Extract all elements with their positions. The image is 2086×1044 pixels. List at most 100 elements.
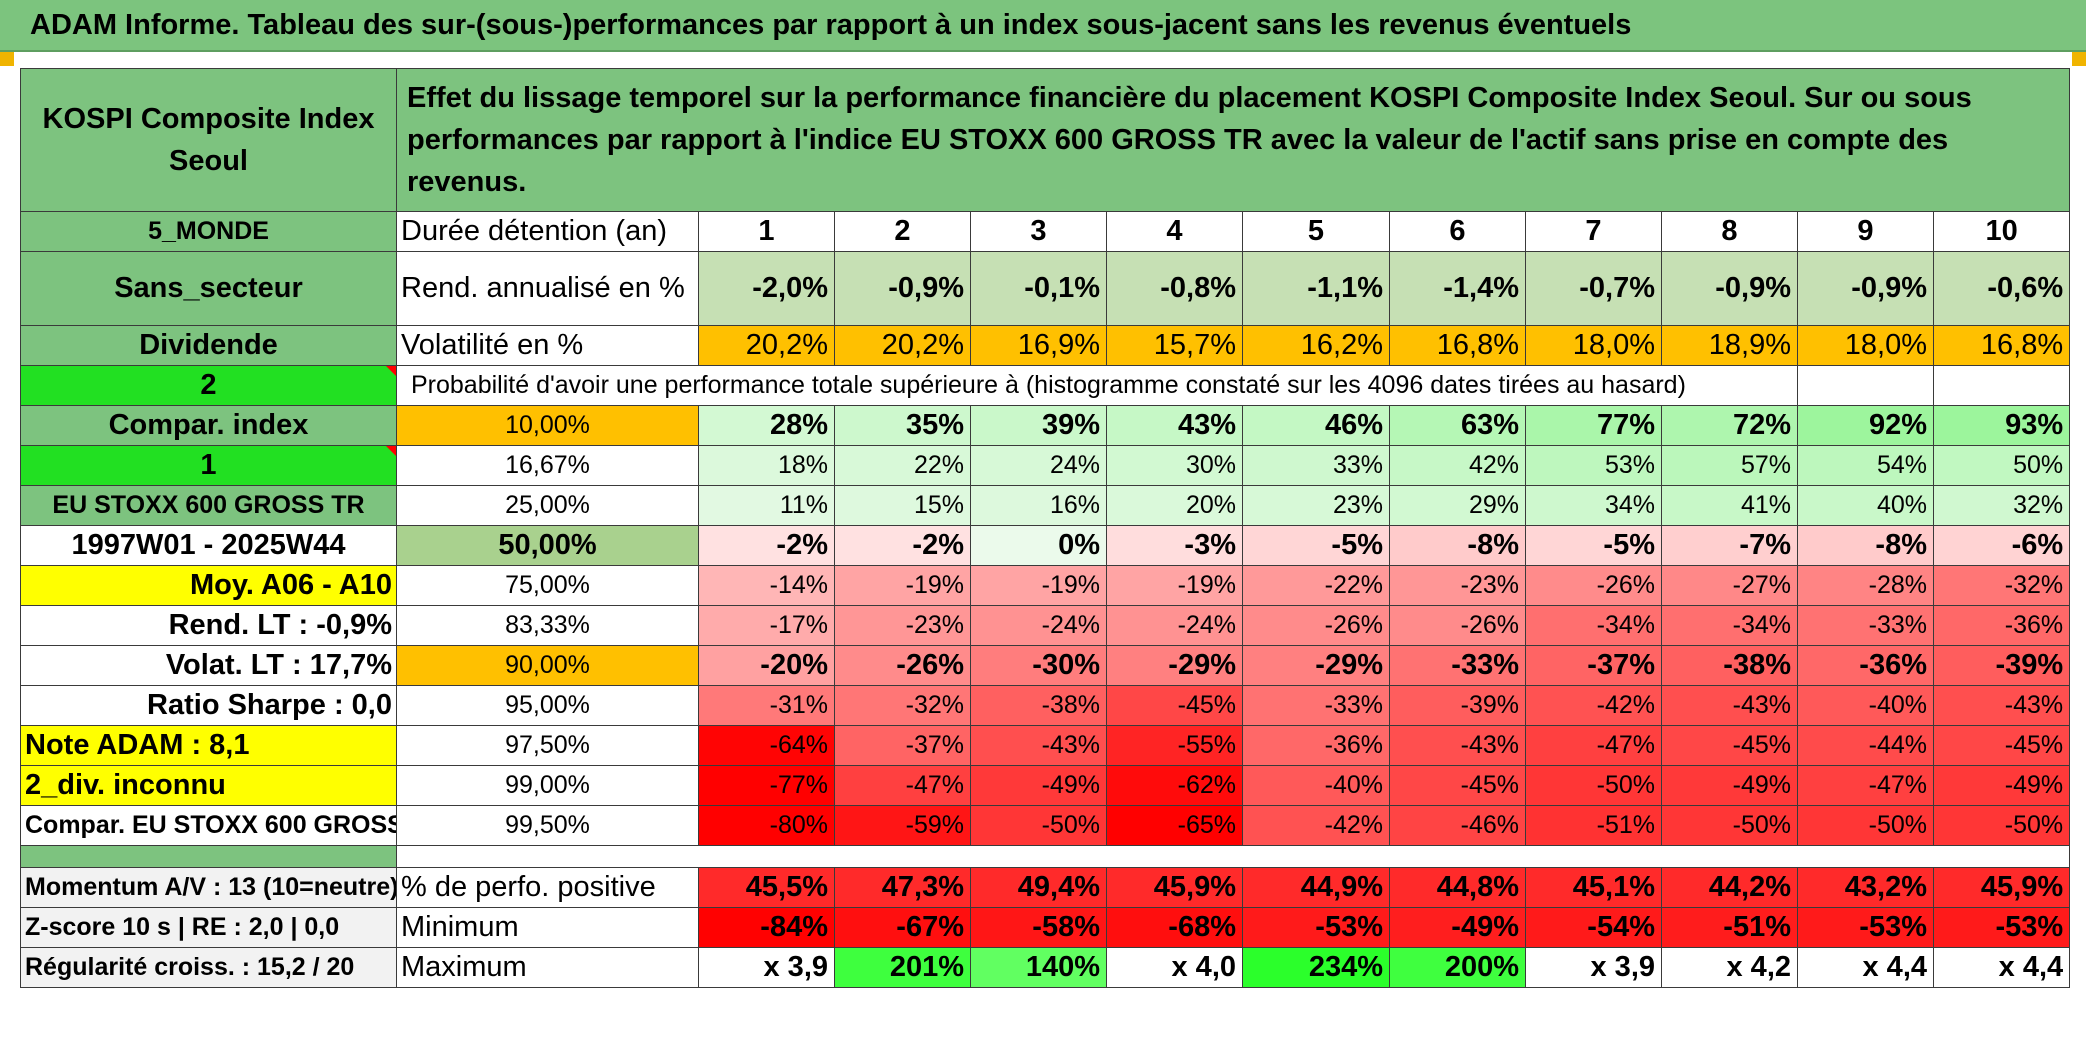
spacer-cell — [395, 845, 2071, 868]
bottom-value: -51% — [1661, 907, 1798, 949]
percentile-value: -42% — [1525, 685, 1662, 727]
percentile-value: -34% — [1525, 605, 1662, 647]
percentile-value: -29% — [1106, 645, 1243, 687]
volatility-value: 16,2% — [1242, 325, 1390, 367]
bottom-row-label: % de perfo. positive — [396, 867, 699, 909]
percentile-value: -43% — [1932, 685, 2071, 727]
percentile-value: 34% — [1525, 485, 1662, 527]
table-row: Momentum A/V : 13 (10=neutre)% de perfo.… — [20, 867, 2071, 909]
rend-label: Rend. annualisé en % — [396, 251, 699, 327]
duration-year: 7 — [1525, 211, 1662, 253]
percentile-value: 11% — [698, 485, 835, 527]
percentile-value: 28% — [698, 405, 835, 447]
side-label-compar: Compar. EU STOXX 600 GROSS TR — [20, 805, 397, 847]
percentile-value: -40% — [1242, 765, 1390, 807]
percentile-value: -32% — [1932, 565, 2071, 607]
report-title: ADAM Informe. Tableau des sur-(sous-)per… — [0, 0, 2086, 52]
percentile-value: 72% — [1661, 405, 1798, 447]
bottom-value: 45,9% — [1932, 867, 2071, 909]
volatility-value: 18,0% — [1797, 325, 1934, 367]
rend-value: -0,9% — [1797, 251, 1934, 327]
side-label-volat-lt: Volat. LT : 17,7% — [20, 645, 397, 687]
side-label-note: Note ADAM : 8,1 — [20, 725, 397, 767]
percentile-level: 83,33% — [396, 605, 699, 647]
percentile-value: -36% — [1242, 725, 1390, 767]
percentile-value: -77% — [698, 765, 835, 807]
percentile-value: -65% — [1106, 805, 1243, 847]
rend-value: -1,1% — [1242, 251, 1390, 327]
duration-year: 1 — [698, 211, 835, 253]
duration-year: 10 — [1932, 211, 2071, 253]
percentile-level: 97,50% — [396, 725, 699, 767]
percentile-level: 16,67% — [396, 445, 699, 487]
rend-value: -2,0% — [698, 251, 835, 327]
percentile-value: -2% — [698, 525, 835, 567]
rend-value: -1,4% — [1389, 251, 1526, 327]
percentile-value: 29% — [1389, 485, 1526, 527]
table-row: 2_div. inconnu 99,00% -77% -47% -49% -62% -40%… — [20, 765, 2071, 807]
table-row: Volat. LT : 17,7% 90,00% -20% -26% -30% -29% -… — [20, 645, 2071, 687]
side-label-index-name: EU STOXX 600 GROSS TR — [20, 485, 397, 527]
duration-year: 4 — [1106, 211, 1243, 253]
percentile-value: 53% — [1525, 445, 1662, 487]
percentile-level: 99,50% — [396, 805, 699, 847]
percentile-level: 99,00% — [396, 765, 699, 807]
percentile-value: -39% — [1932, 645, 2071, 687]
percentile-value: 42% — [1389, 445, 1526, 487]
percentile-level: 10,00% — [396, 405, 699, 447]
percentile-value: -47% — [834, 765, 971, 807]
percentile-value: -34% — [1661, 605, 1798, 647]
percentile-value: -42% — [1242, 805, 1390, 847]
percentile-value: 50% — [1932, 445, 2071, 487]
table-row: Z-score 10 s | RE : 2,0 | 0,0 Minimum -84%… — [20, 907, 2071, 949]
percentile-value: -51% — [1525, 805, 1662, 847]
percentile-value: 35% — [834, 405, 971, 447]
asset-name-header: KOSPI Composite Index Seoul — [20, 67, 397, 213]
bottom-value: x 3,9 — [1525, 947, 1662, 989]
bottom-value: -84% — [698, 907, 835, 949]
percentile-value: -47% — [1797, 765, 1934, 807]
table-row: Compar. index 10,00% 28% 35% 39% 43% 46% 63% 77%… — [20, 405, 2071, 447]
side-label-num1: 1 — [20, 445, 397, 487]
percentile-value: 18% — [698, 445, 835, 487]
bottom-value: x 4,0 — [1106, 947, 1243, 989]
percentile-value: -28% — [1797, 565, 1934, 607]
bottom-side-momentum: Momentum A/V : 13 (10=neutre) — [20, 867, 397, 909]
percentile-value: -17% — [698, 605, 835, 647]
percentile-value: -49% — [1932, 765, 2071, 807]
rend-value: -0,7% — [1525, 251, 1662, 327]
percentile-value: -32% — [834, 685, 971, 727]
percentile-value: -39% — [1389, 685, 1526, 727]
percentile-value: -20% — [698, 645, 835, 687]
bottom-value: 47,3% — [834, 867, 971, 909]
bottom-value: 45,1% — [1525, 867, 1662, 909]
percentile-value: 39% — [970, 405, 1107, 447]
duration-year: 3 — [970, 211, 1107, 253]
duration-year: 6 — [1389, 211, 1526, 253]
percentile-value: -7% — [1661, 525, 1798, 567]
percentile-value: -33% — [1242, 685, 1390, 727]
bottom-value: -53% — [1797, 907, 1934, 949]
percentile-level: 75,00% — [396, 565, 699, 607]
percentile-value: -38% — [1661, 645, 1798, 687]
duration-year: 9 — [1797, 211, 1934, 253]
percentile-value: -23% — [1389, 565, 1526, 607]
percentile-value: -19% — [834, 565, 971, 607]
bottom-value: -53% — [1242, 907, 1390, 949]
duration-year: 8 — [1661, 211, 1798, 253]
side-label-moy: Moy. A06 - A10 — [20, 565, 397, 607]
percentile-value: 23% — [1242, 485, 1390, 527]
bottom-value: 44,8% — [1389, 867, 1526, 909]
percentile-value: 54% — [1797, 445, 1934, 487]
percentile-value: -27% — [1661, 565, 1798, 607]
percentile-value: 32% — [1932, 485, 2071, 527]
bottom-side-regularite: Régularité croiss. : 15,2 / 20 — [20, 947, 397, 989]
rend-value: -0,9% — [1661, 251, 1798, 327]
percentile-value: 24% — [970, 445, 1107, 487]
percentile-value: 41% — [1661, 485, 1798, 527]
bottom-value: 200% — [1389, 947, 1526, 989]
percentile-value: 16% — [970, 485, 1107, 527]
percentile-value: -5% — [1525, 525, 1662, 567]
percentile-value: 63% — [1389, 405, 1526, 447]
bottom-value: 234% — [1242, 947, 1390, 989]
